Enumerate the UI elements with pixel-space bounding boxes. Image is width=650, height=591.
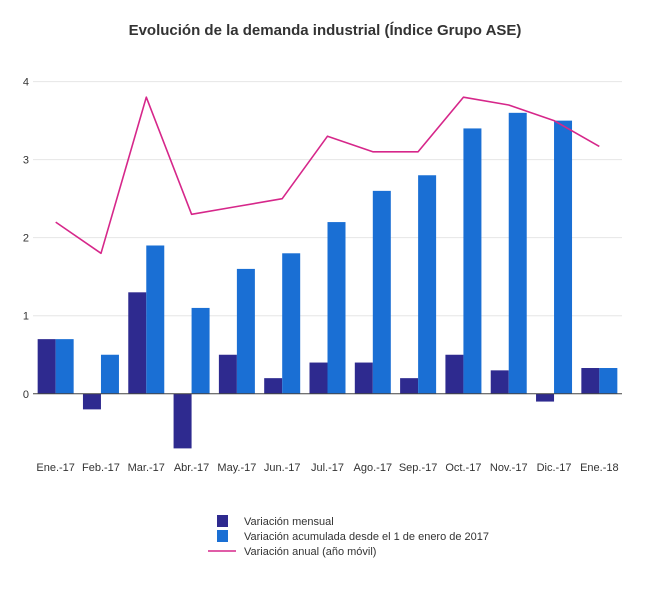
- series-line: [55, 96, 600, 255]
- x-tick-label: Nov.-17: [490, 462, 528, 474]
- bar: [37, 339, 56, 394]
- bar: [55, 339, 74, 394]
- bar-layer: [37, 112, 618, 449]
- bar: [599, 368, 618, 394]
- x-tick-label: Sep.-17: [399, 462, 438, 474]
- bar: [100, 354, 119, 394]
- bar: [490, 370, 509, 394]
- legend-label: Variación mensual: [244, 516, 334, 528]
- y-tick-label: 2: [23, 233, 29, 245]
- x-tick-label: Abr.-17: [174, 462, 209, 474]
- y-tick-label: 0: [23, 389, 29, 401]
- legend: Variación mensual Variación acumulada des…: [208, 515, 489, 558]
- bar: [236, 268, 255, 394]
- bar: [282, 253, 301, 394]
- legend-label: Variación anual (año móvil): [244, 546, 376, 558]
- bar: [309, 362, 328, 394]
- y-tick-label: 3: [23, 155, 29, 167]
- bar: [372, 190, 391, 394]
- x-tick-label: Ene.-17: [36, 462, 75, 474]
- bar: [554, 120, 573, 394]
- bar: [418, 175, 437, 394]
- legend-swatch: [217, 515, 228, 527]
- y-tick-label: 4: [23, 77, 29, 89]
- x-tick-label: Ago.-17: [354, 462, 393, 474]
- bar: [218, 354, 237, 394]
- bar: [146, 245, 165, 394]
- bar: [508, 112, 527, 394]
- line-layer: [55, 96, 600, 255]
- bar: [327, 222, 346, 394]
- x-tick-label: Jun.-17: [264, 462, 301, 474]
- x-tick-label: Feb.-17: [82, 462, 120, 474]
- bar: [173, 393, 192, 449]
- bar: [82, 393, 101, 410]
- y-axis-ticks: 0 1 2 3 4: [23, 77, 29, 401]
- x-tick-label: Mar.-17: [128, 462, 165, 474]
- bar: [536, 393, 555, 402]
- bar: [581, 368, 600, 394]
- bar: [354, 362, 373, 394]
- bar: [445, 354, 464, 394]
- bar: [463, 128, 482, 394]
- x-tick-label: Jul.-17: [311, 462, 344, 474]
- x-tick-label: May.-17: [217, 462, 256, 474]
- x-tick-label: Dic.-17: [537, 462, 572, 474]
- x-tick-label: Ene.-18: [580, 462, 619, 474]
- bar: [400, 378, 419, 394]
- x-axis-ticks: Ene.-17 Feb.-17 Mar.-17 Abr.-17 May.-17 Jun.-…: [36, 462, 618, 474]
- chart-title: Evolución de la demanda industrial (Índi…: [129, 22, 522, 39]
- legend-swatch: [217, 530, 228, 542]
- bar: [128, 292, 147, 394]
- y-tick-label: 1: [23, 311, 29, 323]
- legend-label: Variación acumulada desde el 1 de enero …: [244, 531, 489, 543]
- bar: [264, 378, 283, 394]
- x-tick-label: Oct.-17: [445, 462, 481, 474]
- bar: [191, 307, 210, 394]
